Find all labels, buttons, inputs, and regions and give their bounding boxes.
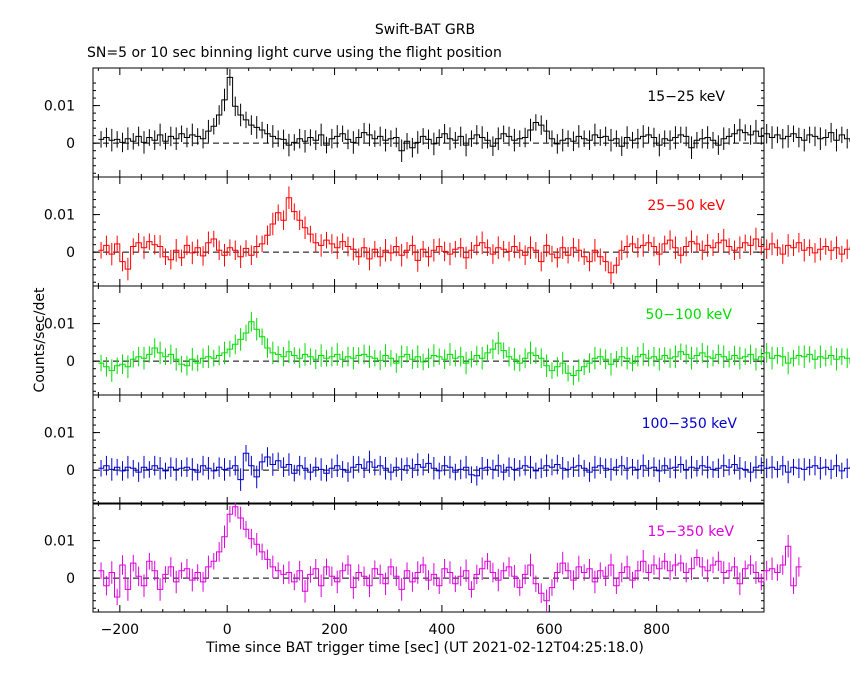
series-label: 15−350 keV [647, 524, 734, 540]
y-tick-label: 0.01 [44, 317, 75, 333]
panel-frame [92, 176, 765, 287]
x-tick-label: 0 [223, 622, 232, 638]
series-label: 100−350 keV [642, 416, 738, 432]
chart-subtitle: SN=5 or 10 sec binning light curve using… [87, 45, 502, 61]
x-tick-label: 200 [321, 622, 348, 638]
series-label: 15−25 keV [647, 89, 725, 105]
y-tick-label: 0 [66, 354, 75, 370]
x-tick-label: 400 [429, 622, 456, 638]
series-line [98, 452, 850, 481]
series-line [98, 506, 802, 602]
series-line [98, 76, 850, 152]
y-tick-label: 0 [66, 571, 75, 587]
x-tick-label: −200 [101, 622, 139, 638]
y-tick-label: 0.01 [44, 208, 75, 224]
y-tick-label: 0 [66, 245, 75, 261]
y-tick-label: 0.01 [44, 99, 75, 115]
panel-frame [92, 285, 765, 396]
y-axis-label: Counts/sec/det [32, 287, 48, 393]
y-tick-label: 0 [66, 463, 75, 479]
y-tick-label: 0 [66, 136, 75, 152]
series-label: 25−50 keV [647, 198, 725, 214]
series-label: 50−100 keV [645, 307, 732, 323]
chart-title: Swift-BAT GRB [374, 22, 476, 38]
y-tick-label: 0.01 [44, 534, 75, 550]
panel-frame [92, 394, 765, 505]
series-line [98, 197, 850, 274]
y-tick-label: 0.01 [44, 426, 75, 442]
panel-frame [92, 502, 765, 613]
x-axis-label: Time since BAT trigger time [sec] (UT 20… [206, 640, 644, 656]
series-line [98, 321, 850, 376]
x-tick-label: 600 [536, 622, 563, 638]
panel-frame [92, 67, 765, 178]
x-tick-label: 800 [643, 622, 670, 638]
